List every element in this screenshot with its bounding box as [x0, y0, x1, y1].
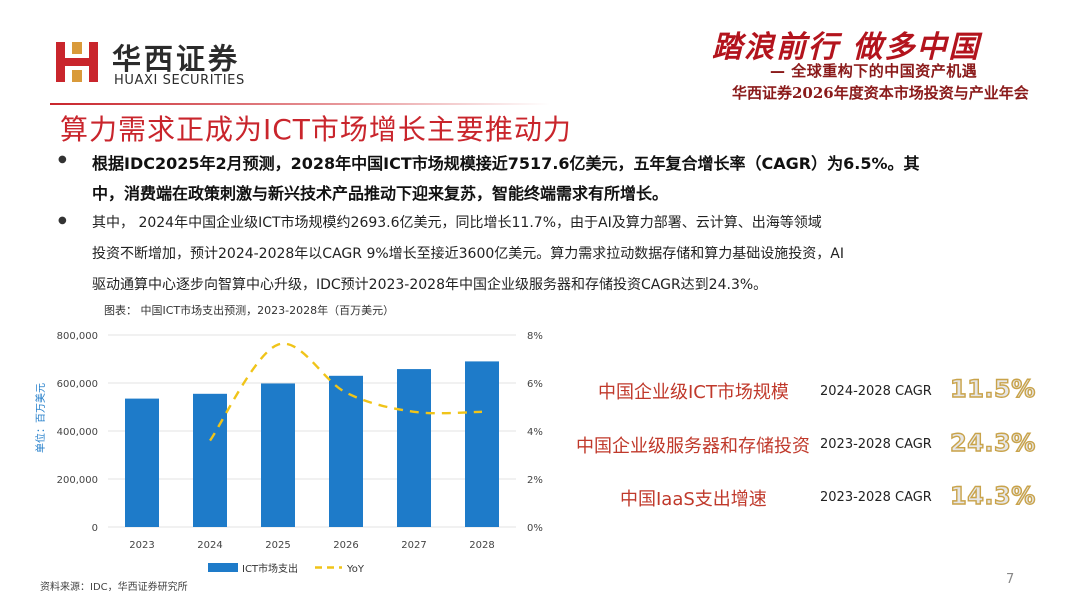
stat-1-range: 2024-2028 CAGR — [820, 384, 932, 399]
huaxi-logo-icon — [56, 42, 98, 82]
chart-gridlines — [108, 334, 516, 528]
stat-3-label: 中国IaaS支出增速 — [620, 489, 767, 510]
right-tick-label: 6% — [527, 379, 543, 390]
left-tick-label: 0 — [92, 523, 98, 534]
page-title: 算力需求正成为ICT市场增长主要推动力 — [60, 113, 572, 146]
x-tick-label: 2024 — [197, 540, 222, 551]
stat-3-value: 14.3% — [949, 481, 1036, 510]
stat-2-range: 2023-2028 CAGR — [820, 437, 932, 452]
legend-bar-swatch — [208, 563, 238, 572]
x-tick-label: 2025 — [265, 540, 290, 551]
y-axis-label: 单位：百万美元 — [34, 383, 47, 453]
bullet-2-line-3: 驱动通算中心逐步向智算中心升级，IDC预计2023-2028年中国企业级服务器和… — [92, 277, 768, 293]
x-axis-labels: 2023 2024 2025 2026 2027 2028 — [129, 540, 494, 551]
left-tick-label: 200,000 — [57, 475, 98, 486]
bullet-2-line-2: 投资不断增加，预计2024-2028年以CAGR 9%增长至接近3600亿美元。… — [92, 246, 844, 262]
left-tick-label: 800,000 — [57, 331, 98, 342]
event-name: 华西证券2026年度资本市场投资与产业年会 — [732, 84, 1029, 102]
bar-2024 — [193, 393, 227, 527]
left-tick-label: 600,000 — [57, 379, 98, 390]
bullet-2-line-1: 其中， 2024年中国企业级ICT市场规模约2693.6亿美元，同比增长11.7… — [92, 215, 822, 231]
right-tick-label: 2% — [527, 475, 543, 486]
right-tick-label: 4% — [527, 427, 543, 438]
event-slogan: 踏浪前行 做多中国 — [712, 30, 981, 65]
left-axis-ticks: 800,000 600,000 400,000 200,000 0 — [57, 331, 98, 534]
x-tick-label: 2028 — [469, 540, 494, 551]
source-note: 资料来源：IDC，华西证券研究所 — [40, 582, 188, 593]
title-divider — [50, 103, 550, 105]
stat-1-value: 11.5% — [949, 374, 1036, 403]
ict-spending-chart: 800,000 600,000 400,000 200,000 0 8% 6% 4% 2% 0%… — [34, 331, 543, 575]
bar-2023 — [125, 398, 159, 527]
page-number: 7 — [1006, 572, 1015, 587]
x-tick-label: 2027 — [401, 540, 426, 551]
chart-caption: 图表： 中国ICT市场支出预测，2023-2028年（百万美元） — [104, 304, 395, 317]
bullet-icon: ● — [58, 215, 67, 226]
bullet-icon: ● — [58, 154, 67, 165]
stat-3-range: 2023-2028 CAGR — [820, 490, 932, 505]
bar-2027 — [397, 369, 431, 527]
brand-name-en: HUAXI SECURITIES — [114, 73, 245, 88]
x-tick-label: 2023 — [129, 540, 154, 551]
right-tick-label: 8% — [527, 331, 543, 342]
bullet-1-line-2: 中，消费端在政策刺激与新兴技术产品推动下迎来复苏，智能终端需求有所增长。 — [92, 184, 669, 203]
legend-yoy-label: YoY — [346, 564, 365, 575]
legend-bar-label: ICT市场支出 — [242, 562, 298, 575]
event-subtitle: — 全球重构下的中国资产机遇 — [770, 62, 978, 80]
yoy-line — [209, 342, 483, 442]
right-axis-ticks: 8% 6% 4% 2% 0% — [527, 331, 543, 534]
bar-2025 — [261, 383, 295, 527]
stat-1-label: 中国企业级ICT市场规模 — [598, 382, 789, 403]
x-tick-label: 2026 — [333, 540, 358, 551]
bar-2028 — [465, 361, 499, 527]
stat-2-label: 中国企业级服务器和存储投资 — [576, 436, 810, 457]
left-tick-label: 400,000 — [57, 427, 98, 438]
brand-name-cn: 华西证券 — [112, 42, 241, 76]
bullet-1-line-1: 根据IDC2025年2月预测，2028年中国ICT市场规模接近7517.6亿美元… — [92, 154, 920, 173]
stat-2-value: 24.3% — [949, 428, 1036, 457]
bar-2026 — [329, 375, 363, 527]
right-tick-label: 0% — [527, 523, 543, 534]
bar-series — [125, 361, 499, 527]
